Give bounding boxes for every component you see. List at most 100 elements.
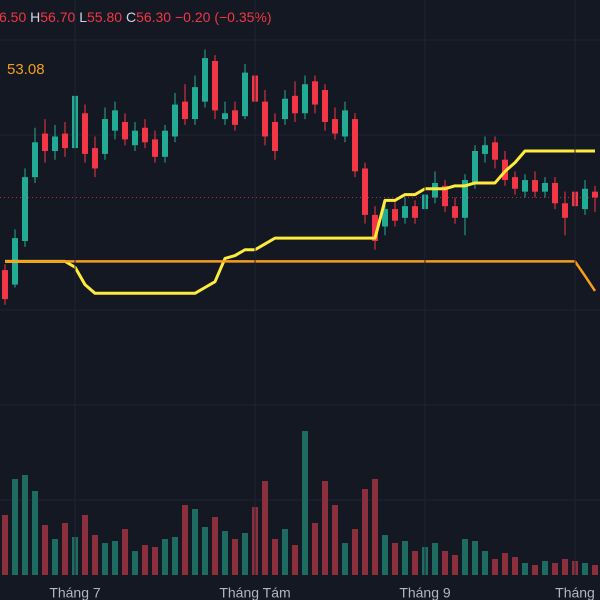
candle-body — [142, 127, 148, 143]
low-label: L — [79, 9, 87, 25]
volume-bar — [592, 565, 598, 575]
high-label: H — [30, 9, 40, 25]
volume-bar — [162, 539, 168, 575]
volume-bar — [402, 541, 408, 575]
volume-bar — [472, 541, 478, 575]
volume-bar — [272, 539, 278, 575]
candle-body — [182, 101, 188, 120]
candle-body — [322, 90, 328, 122]
candle-body — [562, 203, 568, 218]
volume-bar — [42, 525, 48, 575]
volume-bar — [292, 545, 298, 575]
candle-body — [552, 182, 558, 204]
candle-body — [242, 72, 248, 117]
candle-body — [352, 119, 358, 172]
candle-body — [492, 142, 498, 160]
volume-bar — [22, 475, 28, 575]
volume-bar — [302, 431, 308, 575]
candle-body — [382, 209, 388, 227]
volume-bar — [242, 533, 248, 575]
volume-bar — [12, 479, 18, 575]
candle-body — [212, 60, 218, 111]
candle-body — [262, 101, 268, 137]
volume-bar — [182, 505, 188, 575]
volume-bar — [452, 555, 458, 575]
volume-bar — [82, 515, 88, 575]
candle-body — [152, 139, 158, 157]
volume-bar — [62, 523, 68, 575]
indicator-line — [5, 260, 597, 292]
candle-body — [392, 209, 398, 221]
candle-body — [102, 119, 108, 154]
volume-bar — [372, 479, 378, 575]
volume-bar — [232, 539, 238, 575]
candle-body — [482, 145, 488, 154]
volume-bar — [552, 563, 558, 575]
indicator-value: 53.08 — [7, 61, 45, 78]
volume-bar — [522, 563, 528, 575]
candle-body — [362, 168, 368, 215]
close-value: 56.30 — [136, 9, 171, 25]
candle-body — [92, 148, 98, 169]
candle-body — [332, 119, 338, 134]
candle-body — [312, 81, 318, 105]
volume-bar — [312, 523, 318, 575]
x-tick-label: Tháng 7 — [49, 585, 101, 600]
candle-body — [592, 191, 598, 198]
volume-bar — [222, 531, 228, 575]
volume-bar — [322, 481, 328, 575]
volume-bar — [282, 529, 288, 575]
candle-body — [272, 121, 278, 152]
candle-body — [452, 206, 458, 218]
ohlc-header: 6.50 H56.70 L55.80 C56.30 −0.20 (−0.35%) — [0, 9, 272, 25]
change-value: −0.20 (−0.35%) — [175, 9, 272, 25]
volume-bar — [482, 551, 488, 575]
low-value: 55.80 — [87, 9, 122, 25]
volume-bar — [212, 517, 218, 575]
volume-bar — [2, 515, 8, 575]
candle-body — [342, 110, 348, 137]
volume-bar — [122, 529, 128, 575]
volume-bar — [342, 543, 348, 575]
candle-body — [172, 104, 178, 137]
volume-bar — [192, 509, 198, 575]
volume-bar — [52, 539, 58, 575]
volume-bar — [562, 559, 568, 575]
candle-body — [132, 130, 138, 146]
candle-body — [542, 182, 548, 192]
candle-body — [472, 151, 478, 183]
volume-bar — [152, 547, 158, 575]
volume-bar — [392, 543, 398, 575]
candle-body — [232, 110, 238, 125]
candle-body — [292, 95, 298, 114]
candle-body — [62, 133, 68, 149]
volume-bar — [132, 551, 138, 575]
candle-body — [122, 121, 128, 140]
candle-body — [512, 177, 518, 189]
high-value: 56.70 — [40, 9, 75, 25]
candle-body — [2, 270, 8, 300]
candle-body — [412, 206, 418, 218]
candle-body — [192, 87, 198, 120]
volume-bar — [102, 543, 108, 575]
grid — [0, 39, 600, 501]
candle-body — [442, 185, 448, 207]
candle-body — [462, 180, 468, 218]
volume-bar — [332, 505, 338, 575]
volume-bar — [382, 535, 388, 575]
volume-bar — [442, 551, 448, 575]
volume-bar — [352, 529, 358, 575]
candle-body — [522, 180, 528, 192]
x-tick-label: Tháng Tám — [219, 585, 290, 600]
volume-bar — [512, 557, 518, 575]
volume-bar — [172, 537, 178, 575]
candle-body — [302, 84, 308, 114]
volume-bar — [32, 491, 38, 575]
volume-bar — [112, 541, 118, 575]
indicator-line — [5, 149, 595, 295]
candle-body — [162, 130, 168, 157]
open-value: 6.50 — [0, 9, 26, 25]
